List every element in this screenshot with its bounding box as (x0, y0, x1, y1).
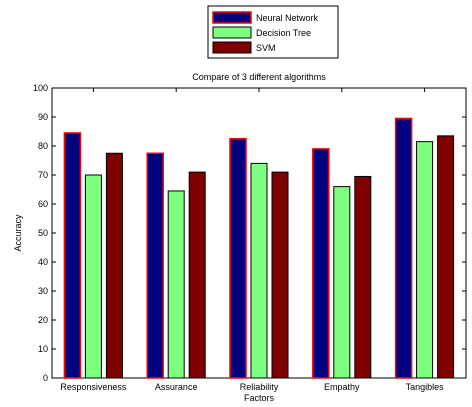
y-tick-label: 30 (38, 286, 48, 296)
y-tick-label: 0 (43, 373, 48, 383)
x-tick-label: Responsiveness (60, 382, 127, 392)
bar-svm (271, 171, 289, 379)
bar-decision-tree (333, 186, 351, 379)
bar-neural-network (63, 132, 82, 379)
bar-decision-tree (84, 174, 102, 379)
chart-title: Compare of 3 different algorithms (192, 72, 326, 82)
plot-area: 0 10 20 30 40 50 60 70 80 90 100 Responsiveness Assu… (33, 83, 467, 403)
legend-label: Decision Tree (256, 28, 311, 38)
legend-label: Neural Network (256, 13, 319, 23)
y-tick-label: 90 (38, 112, 48, 122)
y-tick-label: 60 (38, 199, 48, 209)
legend: Neural Network Decision Tree SVM (207, 5, 339, 59)
y-axis-label: Accuracy (13, 214, 23, 252)
bar-decision-tree (167, 190, 185, 379)
y-tick-label: 10 (38, 344, 48, 354)
bar-svm (354, 175, 372, 379)
x-tick-label: Tangibles (406, 382, 445, 392)
y-tick-label: 40 (38, 257, 48, 267)
x-tick-label: Empathy (324, 382, 360, 392)
bar-decision-tree (250, 162, 268, 379)
y-tick-label: 50 (38, 228, 48, 238)
y-tick-label: 80 (38, 141, 48, 151)
x-tick-label: Assurance (155, 382, 198, 392)
bar-neural-network (146, 152, 164, 379)
bar-svm (188, 171, 206, 379)
bar-neural-network (394, 117, 413, 379)
bar-svm (437, 135, 455, 379)
bar-neural-network (229, 138, 247, 379)
x-tick-label: Reliability Factors (240, 382, 279, 403)
y-tick-label: 20 (38, 315, 48, 325)
y-tick-label: 100 (33, 83, 48, 93)
bar-decision-tree (416, 141, 434, 379)
bar-neural-network (312, 148, 330, 379)
legend-swatch (212, 26, 252, 39)
y-tick-label: 70 (38, 170, 48, 180)
bar-svm (105, 152, 123, 379)
legend-label: SVM (256, 43, 276, 53)
legend-swatch (212, 41, 252, 54)
legend-swatch (212, 11, 252, 24)
